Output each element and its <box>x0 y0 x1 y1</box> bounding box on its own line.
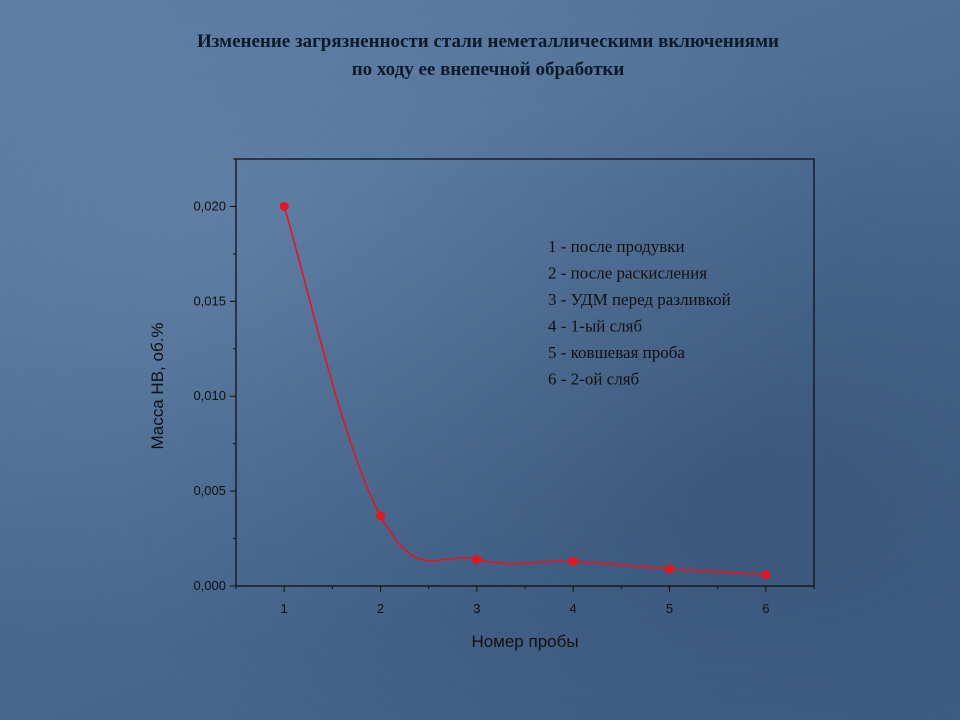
data-point <box>665 564 674 574</box>
x-tick-label: 5 <box>666 601 673 616</box>
x-axis-label: Номер пробы <box>471 632 578 651</box>
x-axis-ticks: 1 2 3 4 5 6 <box>235 586 815 616</box>
legend-entry: 4 - 1-ый сляб <box>548 317 642 336</box>
legend-entry: 2 - после раскисления <box>548 264 707 283</box>
data-point <box>376 511 385 521</box>
series-line <box>283 206 766 576</box>
data-point <box>279 201 289 211</box>
data-point <box>568 556 578 566</box>
title-line-1: Изменение загрязненности стали неметалли… <box>197 31 779 52</box>
legend: 1 - после продувки 2 - после раскисления 3… <box>548 237 731 389</box>
y-tick-label: 0,005 <box>193 483 226 498</box>
x-tick-label: 2 <box>377 601 384 616</box>
data-point <box>472 554 482 564</box>
legend-entry: 3 - УДМ перед разливкой <box>548 290 731 309</box>
legend-entry: 5 - ковшевая проба <box>548 343 685 362</box>
x-tick-label: 6 <box>762 601 769 616</box>
y-tick-label: 0,020 <box>193 198 226 213</box>
plot-frame <box>235 158 815 587</box>
page-title: Изменение загрязненности стали неметалли… <box>0 28 960 84</box>
data-points <box>279 201 771 580</box>
title-line-2: по ходу ее внепечной обработки <box>351 59 625 80</box>
y-axis-label: Масса НВ, об.% <box>148 322 167 449</box>
data-point <box>761 570 771 580</box>
x-tick-label: 3 <box>473 601 480 616</box>
y-tick-label: 0,015 <box>193 293 226 308</box>
x-tick-label: 1 <box>281 601 288 616</box>
legend-entry: 1 - после продувки <box>548 237 685 256</box>
y-tick-label: 0,010 <box>193 388 226 403</box>
x-tick-label: 4 <box>570 601 577 616</box>
legend-entry: 6 - 2-ой сляб <box>548 370 639 389</box>
y-axis-ticks: 0,000 0,005 0,010 0,015 0,020 <box>193 158 236 593</box>
y-tick-label: 0,000 <box>193 578 226 593</box>
